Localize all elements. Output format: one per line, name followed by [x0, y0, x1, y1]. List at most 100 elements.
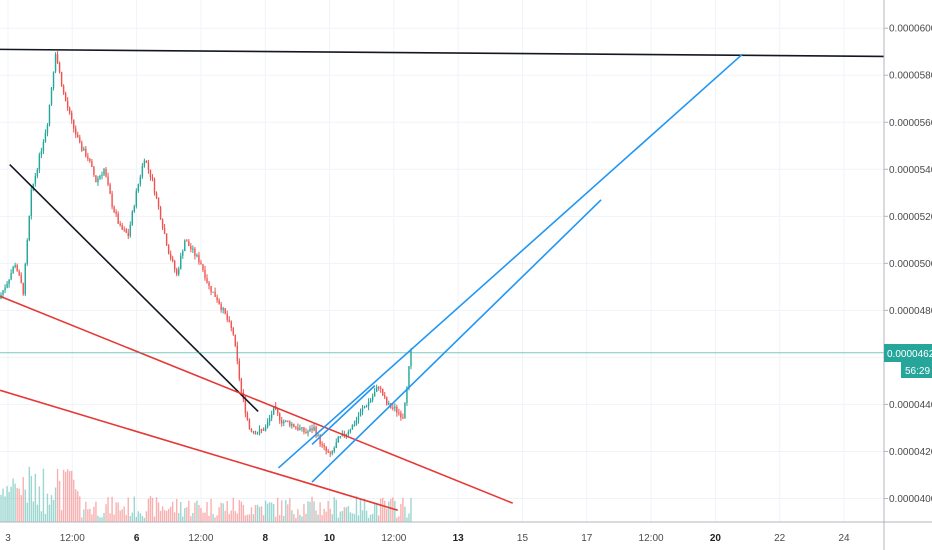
volume-bar	[68, 471, 71, 522]
volume-bar	[266, 503, 269, 522]
candle-body	[396, 406, 398, 413]
candle-body	[64, 93, 67, 101]
candle-body	[345, 434, 348, 436]
volume-bar	[317, 514, 319, 522]
candle-body	[384, 395, 386, 398]
volume-bar	[404, 506, 406, 522]
last-price-badge	[884, 344, 932, 362]
candle-body	[305, 431, 307, 434]
candle-body	[323, 445, 325, 447]
volume-bar	[188, 500, 190, 522]
candle-body	[234, 334, 236, 346]
volume-bar	[250, 507, 253, 522]
volume-bar	[234, 511, 236, 522]
trendline-layer[interactable]	[0, 48, 885, 512]
volume-bar	[339, 511, 342, 522]
volume-bar	[343, 507, 346, 522]
candle-body	[141, 165, 144, 177]
candle-body	[26, 240, 28, 265]
volume-bar	[214, 517, 216, 522]
time-tick-label: 12:00	[381, 533, 406, 544]
candle-body	[375, 387, 378, 392]
volume-bar	[153, 516, 156, 522]
candle-body	[16, 265, 18, 272]
candle-body	[18, 271, 20, 276]
volume-bar	[42, 468, 45, 522]
candle-body	[42, 142, 45, 152]
volume-bar	[163, 510, 166, 522]
candle-body	[365, 406, 368, 408]
last-price-value: 0.0000462	[887, 349, 932, 360]
candle-body	[2, 290, 4, 295]
candle-body	[307, 431, 309, 434]
candle-body	[386, 397, 388, 405]
time-tick-label: 8	[262, 533, 268, 544]
trendline	[277, 53, 744, 469]
candle-body	[36, 169, 39, 176]
price-axis[interactable]: 0.00004000.00004200.00004400.00004600.00…	[884, 24, 932, 505]
volume-bar	[264, 500, 267, 522]
candle-body	[359, 411, 362, 417]
volume-bar	[303, 503, 305, 522]
candle-body	[157, 197, 160, 207]
volume-bar	[101, 517, 103, 522]
candle-body	[279, 413, 281, 421]
time-tick-label: 12:00	[188, 533, 213, 544]
volume-bar	[293, 514, 295, 522]
candle-body	[311, 428, 313, 431]
volume-bar	[167, 508, 170, 522]
candle-body	[382, 388, 384, 396]
candle-body	[196, 255, 198, 257]
candle-body	[180, 255, 182, 269]
volume-layer	[0, 466, 412, 522]
volume-bar	[224, 510, 226, 522]
volume-bar	[18, 488, 20, 522]
candle-body	[220, 304, 222, 310]
volume-bar	[46, 493, 49, 522]
volume-bar	[161, 506, 164, 522]
trendline	[0, 48, 885, 58]
candle-body	[281, 420, 283, 424]
time-tick-label: 17	[581, 533, 593, 544]
candle-body	[194, 248, 196, 256]
candle-body	[325, 446, 327, 452]
volume-bar	[319, 502, 321, 522]
candle-body	[313, 426, 315, 431]
candle-body	[283, 421, 285, 424]
candle-body	[293, 424, 295, 427]
candle-body	[135, 190, 138, 207]
volume-bar	[386, 508, 388, 522]
candle-body	[303, 427, 305, 432]
volume-bar	[194, 502, 196, 522]
candle-body	[165, 233, 168, 246]
volume-bar	[200, 508, 202, 522]
candle-body	[87, 156, 89, 159]
volume-bar	[38, 486, 41, 522]
volume-bar	[0, 494, 2, 522]
volume-bar	[345, 507, 348, 522]
candle-body	[291, 424, 293, 426]
time-axis[interactable]: 3 12:00 6 12:00 8 10 12:00 13 15 17 12:00 20 22 24	[5, 533, 850, 544]
time-tick-label: 24	[838, 533, 850, 544]
candle-body	[337, 436, 339, 443]
volume-bar	[311, 496, 313, 522]
volume-bar	[410, 498, 412, 522]
time-tick-label: 12:00	[60, 533, 85, 544]
volume-bar	[392, 497, 394, 522]
volume-bar	[109, 513, 111, 522]
price-tick-label: 0.0000440	[889, 400, 932, 411]
volume-bar	[305, 513, 307, 522]
volume-bar	[228, 514, 230, 522]
price-tick-label: 0.0000580	[889, 71, 932, 82]
trendline	[311, 385, 376, 445]
volume-bar	[323, 508, 325, 522]
volume-bar	[87, 509, 89, 522]
candle-body	[335, 442, 337, 449]
volume-bar	[287, 504, 289, 522]
volume-bar	[32, 501, 35, 522]
volume-bar	[16, 488, 18, 522]
volume-bar	[248, 514, 251, 522]
volume-bar	[408, 513, 410, 522]
candle-body	[248, 419, 251, 429]
